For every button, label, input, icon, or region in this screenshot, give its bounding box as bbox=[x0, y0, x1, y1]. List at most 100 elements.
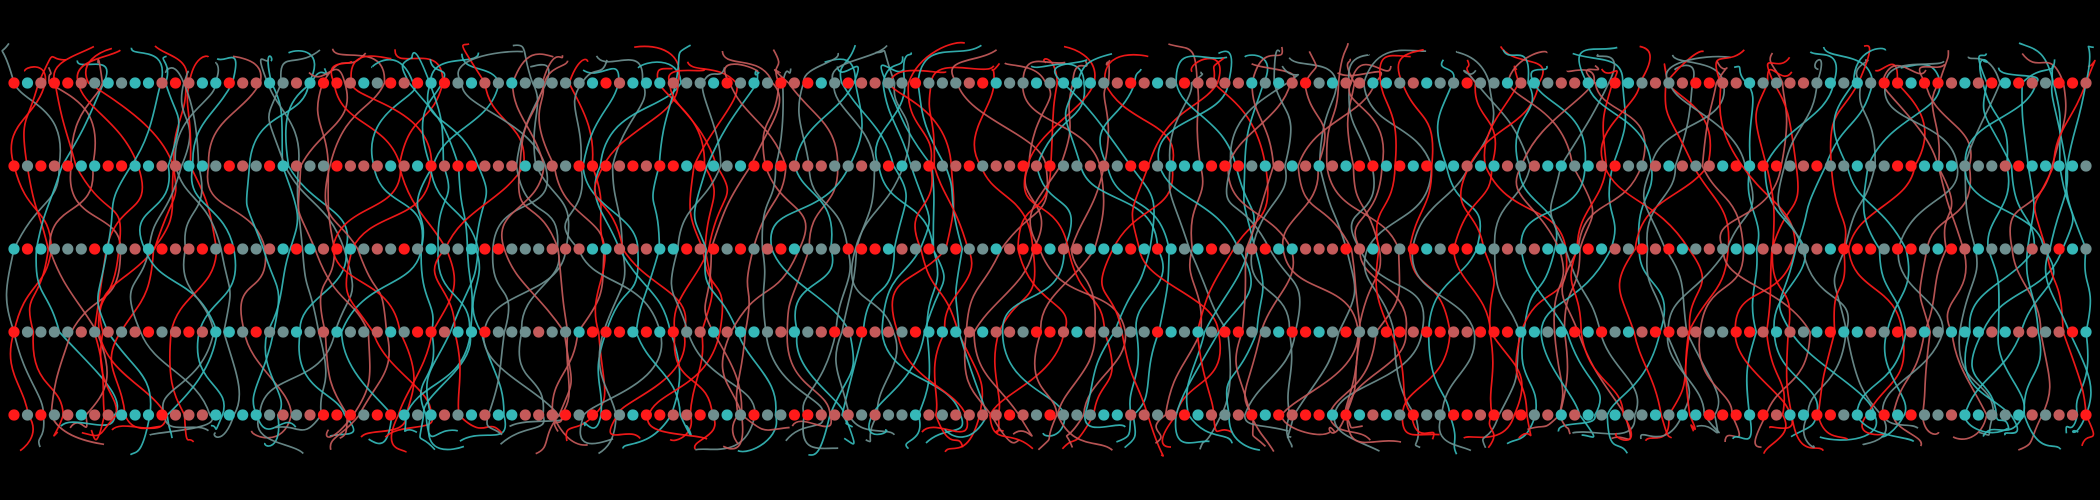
row-node bbox=[1555, 326, 1567, 338]
row-node bbox=[1757, 409, 1769, 421]
row-node bbox=[1474, 77, 1487, 89]
row-node bbox=[1057, 77, 1070, 89]
row-node bbox=[1178, 243, 1191, 255]
row-node bbox=[1488, 326, 1500, 338]
row-node bbox=[1488, 243, 1500, 255]
row-node bbox=[963, 77, 975, 89]
row-node bbox=[600, 243, 612, 255]
row-node bbox=[1757, 160, 1769, 172]
row-node bbox=[923, 243, 935, 255]
row-node bbox=[317, 77, 330, 89]
row-node bbox=[1259, 77, 1271, 89]
row-node bbox=[1017, 409, 1029, 421]
row-node bbox=[1098, 77, 1110, 89]
row-node bbox=[1569, 160, 1581, 172]
row-node bbox=[156, 243, 168, 255]
row-node bbox=[506, 160, 518, 172]
row-node bbox=[62, 409, 74, 421]
row-node bbox=[1730, 243, 1742, 255]
row-node bbox=[1851, 409, 1863, 421]
strand-curve bbox=[1483, 65, 1568, 439]
row-node bbox=[1461, 77, 1473, 89]
row-node bbox=[721, 77, 733, 89]
row-node bbox=[1030, 77, 1043, 89]
row-node bbox=[1945, 243, 1958, 255]
row-node bbox=[573, 326, 585, 338]
row-node bbox=[183, 77, 195, 89]
row-node bbox=[412, 77, 424, 89]
row-node bbox=[681, 243, 693, 255]
row-node bbox=[250, 160, 262, 172]
row-node bbox=[277, 243, 289, 255]
row-node bbox=[8, 409, 20, 421]
row-node bbox=[1501, 160, 1514, 172]
row-node bbox=[2026, 326, 2038, 338]
row-node bbox=[1057, 326, 1070, 338]
row-node bbox=[331, 77, 343, 89]
row-node bbox=[923, 409, 935, 421]
row-node bbox=[708, 409, 720, 421]
row-node bbox=[35, 160, 47, 172]
row-node bbox=[1744, 77, 1756, 89]
row-node bbox=[1609, 77, 1621, 89]
row-node bbox=[21, 77, 34, 89]
row-node bbox=[923, 77, 935, 89]
row-node bbox=[1044, 243, 1056, 255]
row-node bbox=[1986, 243, 1998, 255]
row-node bbox=[35, 326, 47, 338]
row-node bbox=[1434, 243, 1446, 255]
row-node bbox=[1959, 409, 1971, 421]
row-node bbox=[264, 326, 276, 338]
row-node bbox=[1784, 326, 1796, 338]
row-node bbox=[1367, 77, 1379, 89]
row-node bbox=[21, 160, 34, 172]
row-node bbox=[1932, 409, 1944, 421]
row-node bbox=[1528, 326, 1540, 338]
row-node bbox=[1717, 243, 1729, 255]
row-node bbox=[1757, 243, 1769, 255]
row-node bbox=[264, 243, 276, 255]
row-node bbox=[1932, 77, 1944, 89]
row-node bbox=[1152, 243, 1164, 255]
row-node bbox=[317, 326, 330, 338]
row-node bbox=[1838, 77, 1850, 89]
row-node bbox=[1690, 77, 1702, 89]
row-node bbox=[2013, 160, 2025, 172]
row-node bbox=[304, 409, 316, 421]
row-node bbox=[1004, 160, 1016, 172]
row-node bbox=[842, 77, 854, 89]
row-node bbox=[2053, 243, 2065, 255]
row-node bbox=[1555, 409, 1567, 421]
row-node bbox=[1057, 243, 1070, 255]
row-node bbox=[344, 409, 356, 421]
row-node bbox=[1434, 409, 1446, 421]
row-node bbox=[1259, 326, 1271, 338]
row-node bbox=[734, 326, 747, 338]
row-node bbox=[963, 160, 975, 172]
row-node bbox=[1528, 160, 1540, 172]
row-node bbox=[721, 243, 733, 255]
row-node bbox=[586, 243, 599, 255]
strand-curve bbox=[850, 49, 911, 443]
row-node bbox=[1380, 160, 1392, 172]
row-node bbox=[1865, 243, 1877, 255]
row-node bbox=[1582, 409, 1594, 421]
strand-curve bbox=[324, 48, 391, 451]
row-node bbox=[1703, 409, 1715, 421]
row-node bbox=[1461, 409, 1473, 421]
row-node bbox=[1918, 160, 1931, 172]
row-node bbox=[842, 326, 854, 338]
row-node bbox=[1838, 243, 1850, 255]
row-node bbox=[1501, 243, 1514, 255]
row-node bbox=[1138, 243, 1150, 255]
row-node bbox=[519, 326, 531, 338]
row-node bbox=[492, 77, 504, 89]
row-node bbox=[1111, 77, 1123, 89]
row-node bbox=[856, 77, 868, 89]
row-node bbox=[1717, 77, 1729, 89]
row-node bbox=[842, 243, 854, 255]
row-node bbox=[1838, 409, 1850, 421]
row-node bbox=[102, 326, 114, 338]
row-node bbox=[62, 326, 74, 338]
row-node bbox=[385, 160, 397, 172]
